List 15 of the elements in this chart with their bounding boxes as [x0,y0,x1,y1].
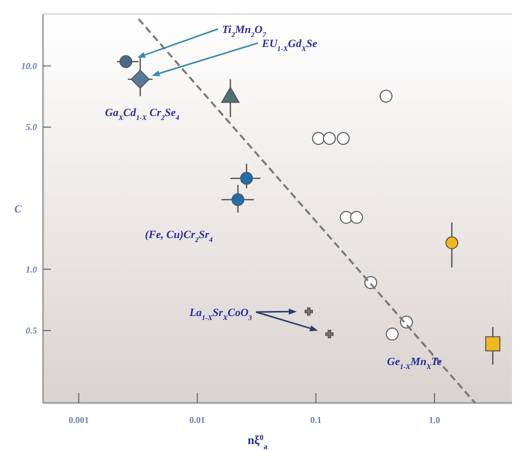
annotation: EU$_{1-X}$Gd$_{X}$Se [261,38,318,53]
x-tick-label: 0.01 [189,415,206,425]
x-tick-label: 1.0 [428,415,441,425]
y-tick-label: 10.0 [21,60,38,71]
x-tick-label: 0.001 [68,415,90,425]
y-tick-label: 0.5 [26,325,38,336]
y-tick-label: 1.0 [26,264,38,274]
x-tick-label: 0.1 [310,415,322,425]
annotation: Ti$_{2}$Mn$_{2}$O$_{7}$ [222,24,266,39]
annotation: La$_{1-X}$Sr$_{X}$CoO$_{3}$ [188,307,252,322]
annotation: Ge$_{1-X}$Mn$_{X}$Te [387,356,442,371]
y-axis-title: C [14,204,22,216]
annotation: (Fe, Cu)Cr$_{2}$Sr$_{4}$ [145,229,214,244]
y-tick-label: 5.0 [26,122,38,132]
annotation: Ga$_{X}$Cd$_{1-X}$ Cr$_{2}$Se$_{4}$ [105,107,180,122]
